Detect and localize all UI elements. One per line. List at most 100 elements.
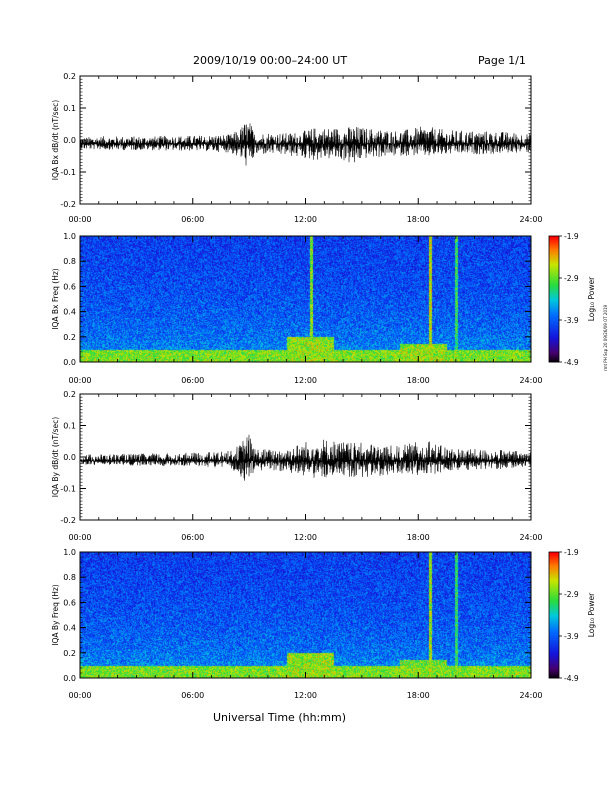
- colorbar-segment: [549, 292, 559, 296]
- colorbar-segment: [549, 355, 559, 359]
- y-axis-label: IQA Bx dB/dt (nT/sec): [51, 100, 60, 181]
- y-tick-label: 0.8: [63, 257, 76, 266]
- colorbar-segment: [549, 261, 559, 264]
- colorbar-segment: [549, 606, 559, 610]
- colorbar-segment: [549, 252, 559, 256]
- x-tick-label: 12:00: [294, 691, 317, 700]
- colorbar-segment: [549, 675, 559, 679]
- colorbar-segment: [549, 615, 559, 618]
- colorbar-segment: [549, 646, 559, 650]
- colorbar-segment: [549, 338, 559, 342]
- y-tick-label: 0.8: [63, 573, 76, 582]
- colorbar-segment: [549, 309, 559, 313]
- colorbar-segment: [549, 294, 559, 298]
- colorbar-tick-label: -4.9: [564, 358, 579, 367]
- colorbar-segment: [549, 562, 559, 566]
- colorbar-segment: [549, 236, 559, 239]
- colorbar-segment: [549, 242, 559, 245]
- colorbar-segment: [549, 347, 559, 350]
- y-tick-label: 0.2: [63, 333, 76, 342]
- colorbar-segment: [549, 636, 559, 639]
- x-tick-label: 18:00: [407, 376, 430, 385]
- colorbar-segment: [549, 667, 559, 671]
- colorbar-segment: [549, 640, 559, 643]
- colorbar-segment: [549, 269, 559, 273]
- y-tick-label: 0.2: [63, 649, 76, 658]
- y-tick-label: 0.4: [63, 308, 76, 317]
- colorbar-segment: [549, 600, 559, 603]
- colorbar-segment: [549, 596, 559, 599]
- colorbar-segment: [549, 564, 559, 568]
- colorbar-segment: [549, 275, 559, 279]
- colorbar-segment: [549, 288, 559, 292]
- series-line: [79, 123, 532, 166]
- x-tick-label: 24:00: [519, 533, 542, 542]
- colorbar-segment: [549, 602, 559, 605]
- y-tick-label: -0.1: [60, 168, 76, 177]
- x-tick-label: 00:00: [68, 376, 91, 385]
- colorbar-segment: [549, 648, 559, 652]
- colorbar-segment: [549, 671, 559, 675]
- colorbar-segment: [549, 619, 559, 622]
- spectrogram-image: [80, 552, 531, 678]
- colorbar-segment: [549, 598, 559, 601]
- x-tick-label: 18:00: [407, 691, 430, 700]
- colorbar-segment: [549, 246, 559, 250]
- colorbar-segment: [549, 560, 559, 563]
- colorbar-segment: [549, 575, 559, 578]
- colorbar-segment: [549, 273, 559, 277]
- y-tick-label: 1.0: [63, 548, 76, 557]
- colorbar-segment: [549, 320, 559, 323]
- colorbar-segment: [549, 332, 559, 336]
- page-title: 2009/10/19 00:00–24:00 UT: [193, 54, 348, 67]
- y-tick-label: 0.2: [63, 72, 76, 81]
- colorbar-segment: [549, 659, 559, 662]
- colorbar-label: Log₁₀ Power: [587, 276, 596, 321]
- colorbar-segment: [549, 621, 559, 624]
- colorbar-segment: [549, 610, 559, 614]
- y-tick-label: 0.1: [63, 422, 76, 431]
- y-axis-label: IQA By dB/dt (nT/sec): [51, 417, 60, 498]
- x-tick-label: 06:00: [181, 215, 204, 224]
- series-line: [79, 434, 532, 481]
- colorbar-tick-label: -3.9: [564, 632, 579, 641]
- colorbar-segment: [549, 357, 559, 361]
- colorbar-segment: [549, 334, 559, 338]
- colorbar-segment: [549, 627, 559, 631]
- colorbar-segment: [549, 313, 559, 317]
- colorbar-segment: [549, 585, 559, 589]
- colorbar-segment: [549, 345, 559, 348]
- colorbar-segment: [549, 265, 559, 268]
- y-tick-label: 0.0: [63, 358, 76, 367]
- colorbar-segment: [549, 311, 559, 315]
- colorbar-segment: [549, 604, 559, 608]
- y-tick-label: -0.2: [60, 200, 76, 209]
- colorbar-segment: [549, 328, 559, 331]
- colorbar-segment: [549, 589, 559, 593]
- colorbar-segment: [549, 343, 559, 346]
- y-tick-label: -0.1: [60, 485, 76, 494]
- x-tick-label: 24:00: [519, 215, 542, 224]
- colorbar-segment: [549, 322, 559, 325]
- panel-3: 00:00 06:00 12:00 18:00 24:00 0.2 0.1 0.0 -0.1 -0…: [51, 390, 543, 542]
- colorbar-segment: [549, 351, 559, 355]
- panel-4: 00:00 06:00 12:00 18:00 24:00 1.0 0.8 0.6 0.4 0.2…: [51, 548, 543, 700]
- colorbar-segment: [549, 303, 559, 306]
- colorbar-segment: [549, 554, 559, 557]
- colorbar-segment: [549, 317, 559, 321]
- y-tick-label: 0.6: [63, 282, 76, 291]
- colorbar-segment: [549, 324, 559, 327]
- colorbar-segment: [549, 278, 559, 281]
- colorbar-segment: [549, 248, 559, 252]
- colorbar-segment: [549, 259, 559, 262]
- colorbar-segment: [549, 625, 559, 629]
- y-tick-label: 0.0: [63, 136, 76, 145]
- x-tick-label: 00:00: [68, 691, 91, 700]
- page-number: Page 1/1: [478, 54, 526, 67]
- colorbar-segment: [549, 330, 559, 334]
- colorbar-segment: [549, 305, 559, 308]
- colorbar-tick-label: -2.9: [564, 274, 579, 283]
- colorbar-segment: [549, 629, 559, 633]
- colorbar-segment: [549, 552, 559, 555]
